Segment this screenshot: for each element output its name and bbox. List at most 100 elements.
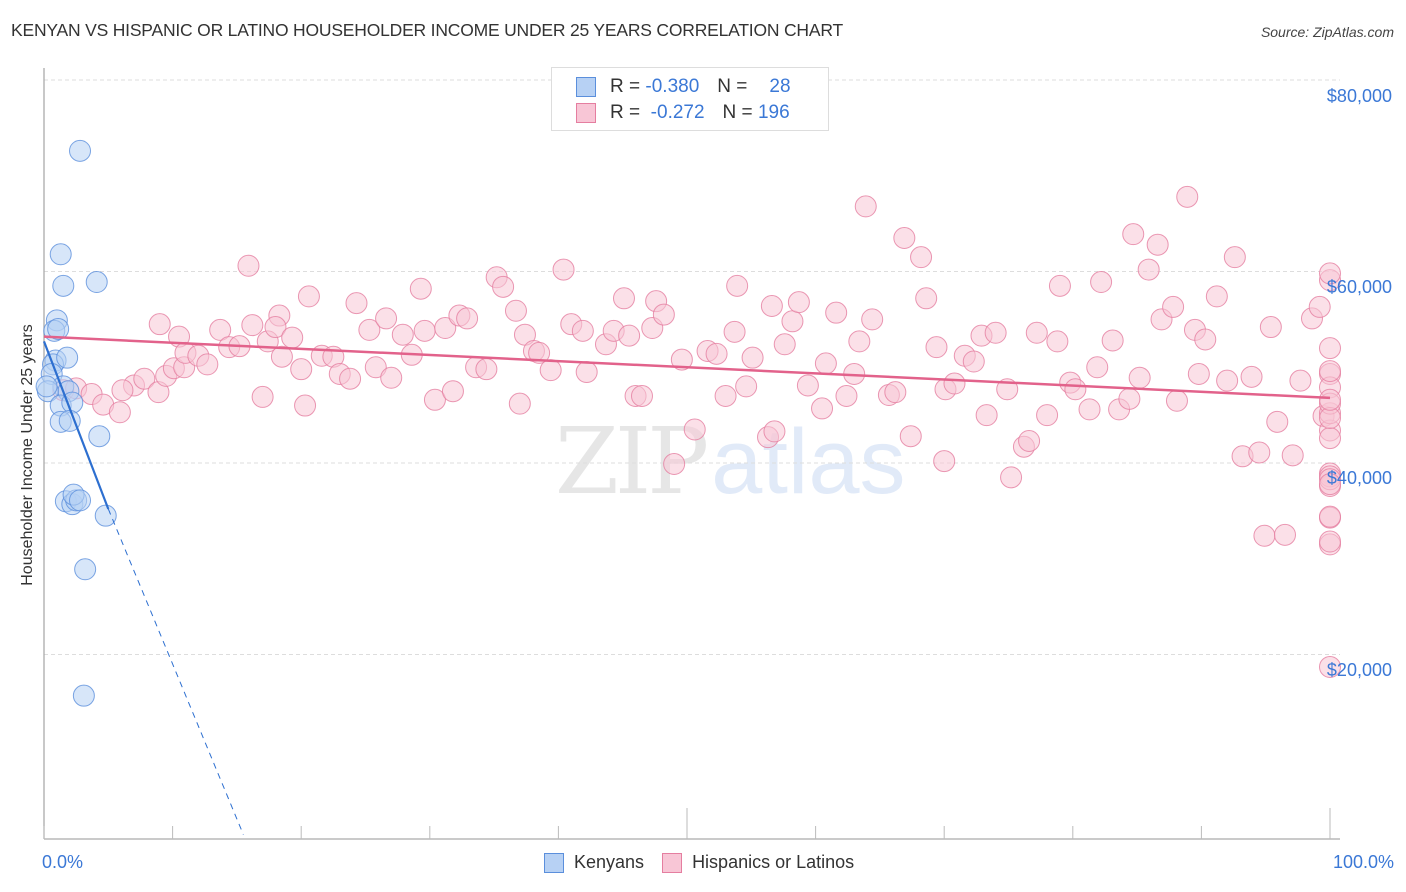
data-point <box>735 375 758 398</box>
hispanic-swatch-icon <box>576 103 596 123</box>
data-point <box>848 330 871 353</box>
data-point <box>1319 427 1341 450</box>
data-point <box>423 388 446 411</box>
data-point <box>1090 271 1113 294</box>
data-point <box>1146 233 1169 256</box>
data-point <box>773 333 796 356</box>
data-point <box>814 352 837 375</box>
legend-row-kenyans: R = -0.380 N = 28 <box>576 75 791 99</box>
data-point <box>884 381 907 404</box>
data-point <box>663 452 686 475</box>
data-point <box>1122 223 1145 246</box>
data-point <box>264 316 287 339</box>
data-point <box>915 287 938 310</box>
data-point <box>434 316 457 339</box>
data-point <box>196 353 219 376</box>
data-point <box>1128 366 1151 389</box>
hispanic-swatch-icon <box>662 852 683 873</box>
data-point <box>1018 429 1041 452</box>
r-label: R = <box>610 76 641 97</box>
data-point <box>1223 246 1246 269</box>
data-point <box>652 303 675 326</box>
data-point <box>618 324 641 347</box>
data-point <box>528 341 551 364</box>
kenyan-trend-extension <box>107 508 244 835</box>
data-point <box>1259 316 1282 339</box>
data-point <box>1273 523 1296 546</box>
r-value: -0.380 <box>645 76 700 97</box>
data-point <box>1319 473 1341 496</box>
data-point <box>56 346 79 369</box>
series-legend: Kenyans Hispanics or Latinos <box>544 852 872 873</box>
data-point <box>1118 387 1141 410</box>
data-point <box>290 358 313 381</box>
data-point <box>1319 505 1341 528</box>
data-point <box>251 385 274 408</box>
data-point <box>1046 330 1069 353</box>
data-point <box>910 246 933 269</box>
data-point <box>148 313 171 336</box>
data-point <box>787 291 810 314</box>
data-point <box>1319 530 1341 553</box>
y-tick-60000: $60,000 <box>1326 277 1392 297</box>
data-point <box>575 361 598 384</box>
y-tick-40000: $40,000 <box>1326 468 1392 488</box>
data-point <box>1319 388 1341 411</box>
data-point <box>571 319 594 342</box>
hispanic-points <box>52 185 1341 678</box>
data-point <box>1025 321 1048 344</box>
data-point <box>1086 356 1109 379</box>
data-point <box>237 254 260 277</box>
r-value: -0.272 <box>650 102 705 123</box>
n-value: 196 <box>757 102 790 123</box>
data-point <box>1101 329 1124 352</box>
data-point <box>781 310 804 333</box>
data-point <box>899 425 922 448</box>
data-point <box>726 274 749 297</box>
data-point <box>1036 404 1059 427</box>
data-point <box>35 375 58 398</box>
data-point <box>670 348 693 371</box>
data-point <box>893 226 916 249</box>
data-point <box>933 450 956 473</box>
legend-row-hispanics: R = -0.272 N = 196 <box>576 101 790 125</box>
data-point <box>209 318 232 341</box>
data-point <box>47 317 70 340</box>
x-tick-max: 100.0% <box>1332 852 1394 872</box>
source-credit: Source: ZipAtlas.com <box>1260 24 1394 40</box>
data-point <box>1248 441 1271 464</box>
data-point <box>854 195 877 218</box>
data-point <box>111 379 134 402</box>
data-point <box>612 287 635 310</box>
y-axis-label: Householder Income Under 25 years <box>19 324 36 586</box>
n-value: 28 <box>769 76 791 97</box>
legend-label: Hispanics or Latinos <box>692 852 855 872</box>
data-point <box>996 378 1019 401</box>
data-point <box>1319 360 1341 383</box>
legend-item-kenyans[interactable]: Kenyans <box>544 852 644 873</box>
data-point <box>281 326 304 349</box>
data-point <box>504 299 527 322</box>
data-point <box>492 275 515 298</box>
data-point <box>241 314 264 337</box>
data-point <box>409 277 432 300</box>
data-point <box>962 350 985 373</box>
legend-item-hispanics[interactable]: Hispanics or Latinos <box>662 852 854 873</box>
data-point <box>72 684 95 707</box>
data-point <box>984 321 1007 344</box>
y-tick-80000: $80,000 <box>1326 86 1392 106</box>
data-point <box>835 384 858 407</box>
data-point <box>1165 389 1188 412</box>
data-point <box>741 346 764 369</box>
data-point <box>1319 655 1341 678</box>
kenyan-swatch-icon <box>544 852 564 873</box>
data-point <box>1137 258 1160 281</box>
data-point <box>539 359 562 382</box>
data-point <box>391 323 414 346</box>
correlation-legend: R = -0.380 N = 28 R = -0.272 N = 196 <box>551 67 829 131</box>
axes <box>43 68 1340 840</box>
data-point <box>1289 369 1312 392</box>
data-point <box>270 345 293 368</box>
data-point <box>364 356 387 379</box>
x-tick-min: 0.0% <box>42 852 84 872</box>
